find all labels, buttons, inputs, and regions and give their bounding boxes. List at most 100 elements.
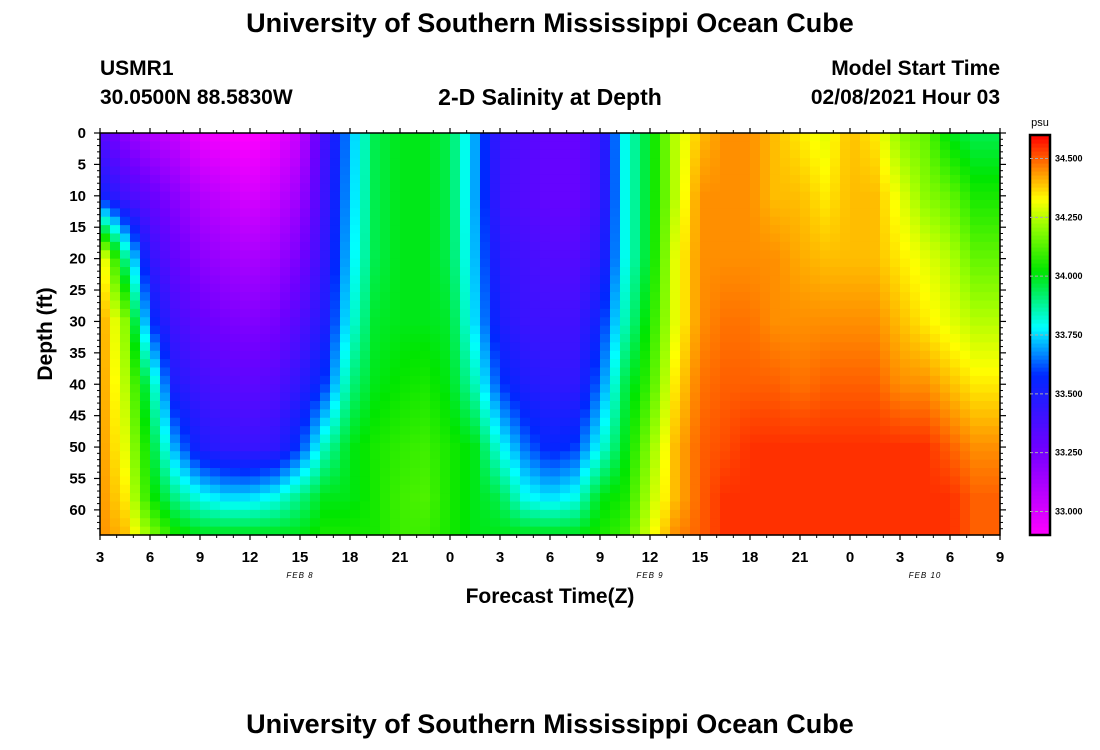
heatmap-cell: [750, 325, 761, 335]
heatmap-cell: [600, 191, 611, 201]
heatmap-cell: [570, 367, 581, 377]
heatmap-cell: [310, 258, 321, 268]
heatmap-cell: [140, 267, 151, 276]
heatmap-cell: [570, 258, 581, 268]
heatmap-cell: [450, 426, 461, 436]
colorbar-tick-label: 33.500: [1055, 389, 1083, 399]
heatmap-cell: [760, 200, 771, 209]
heatmap-cell: [530, 174, 541, 184]
page-title: University of Southern Mississippi Ocean…: [246, 8, 854, 38]
heatmap-cell: [710, 325, 721, 335]
heatmap-cell: [310, 283, 321, 293]
heatmap-cell: [170, 409, 181, 419]
heatmap-cell: [520, 334, 531, 343]
colorbar-swatch: [1030, 395, 1050, 400]
heatmap-cell: [880, 501, 891, 511]
heatmap-cell: [830, 308, 841, 318]
heatmap-cell: [530, 526, 541, 536]
heatmap-cell: [750, 459, 761, 469]
heatmap-cell: [590, 300, 601, 310]
colorbar-swatch: [1030, 207, 1050, 212]
colorbar-swatch: [1030, 363, 1050, 368]
heatmap-cell: [800, 317, 811, 327]
heatmap-cell: [930, 191, 941, 201]
heatmap-cell: [280, 392, 291, 402]
heatmap-cell: [320, 208, 331, 218]
heatmap-cell: [480, 367, 491, 377]
heatmap-cell: [820, 409, 831, 419]
heatmap-cell: [360, 300, 371, 310]
heatmap-cell: [530, 216, 541, 226]
heatmap-cell: [910, 241, 921, 251]
heatmap-cell: [640, 468, 651, 477]
heatmap-cell: [460, 526, 471, 536]
heatmap-cell: [440, 133, 451, 142]
heatmap-cell: [700, 200, 711, 209]
heatmap-cell: [380, 174, 391, 184]
heatmap-cell: [500, 283, 511, 293]
heatmap-cell: [690, 267, 701, 276]
heatmap-cell: [380, 275, 391, 285]
heatmap-cell: [940, 493, 951, 503]
heatmap-cell: [490, 350, 501, 360]
heatmap-cell: [200, 191, 211, 201]
heatmap-cell: [760, 325, 771, 335]
heatmap-cell: [110, 208, 121, 218]
heatmap-cell: [980, 334, 991, 343]
heatmap-cell: [670, 267, 681, 276]
heatmap-cell: [380, 451, 391, 461]
heatmap-cell: [790, 401, 801, 410]
heatmap-cell: [300, 392, 311, 402]
heatmap-cell: [630, 334, 641, 343]
heatmap-cell: [370, 191, 381, 201]
heatmap-cell: [130, 451, 141, 461]
heatmap-cell: [730, 325, 741, 335]
heatmap-cell: [170, 459, 181, 469]
heatmap-cell: [650, 283, 661, 293]
heatmap-cell: [660, 359, 671, 369]
colorbar-swatch: [1030, 303, 1050, 308]
heatmap-cell: [330, 300, 341, 310]
heatmap-cell: [250, 149, 261, 159]
heatmap-cell: [500, 292, 511, 302]
heatmap-cell: [120, 509, 131, 519]
heatmap-cell: [470, 476, 481, 486]
heatmap-cell: [190, 334, 201, 343]
heatmap-cell: [280, 426, 291, 436]
heatmap-cell: [330, 241, 341, 251]
heatmap-cell: [770, 417, 781, 427]
heatmap-cell: [890, 225, 901, 235]
colorbar-swatch: [1030, 471, 1050, 476]
heatmap-cell: [210, 225, 221, 235]
heatmap-cell: [150, 350, 161, 360]
heatmap-cell: [760, 241, 771, 251]
heatmap-cell: [620, 426, 631, 436]
heatmap-cell: [290, 292, 301, 302]
heatmap-cell: [950, 409, 961, 419]
heatmap-cell: [730, 350, 741, 360]
heatmap-cell: [230, 484, 241, 494]
heatmap-cell: [990, 200, 1001, 209]
heatmap-cell: [640, 191, 651, 201]
heatmap-cell: [280, 459, 291, 469]
heatmap-cell: [940, 200, 951, 209]
heatmap-cell: [710, 233, 721, 243]
heatmap-cell: [240, 392, 251, 402]
heatmap-cell: [220, 426, 231, 436]
heatmap-cell: [610, 149, 621, 159]
heatmap-cell: [130, 300, 141, 310]
heatmap-cell: [890, 258, 901, 268]
heatmap-cell: [570, 409, 581, 419]
heatmap-cell: [880, 409, 891, 419]
heatmap-cell: [100, 283, 111, 293]
heatmap-cell: [830, 300, 841, 310]
heatmap-cell: [780, 250, 791, 260]
heatmap-cell: [860, 166, 871, 176]
heatmap-cell: [750, 191, 761, 201]
heatmap-cell: [830, 149, 841, 159]
heatmap-cell: [350, 334, 361, 343]
heatmap-cell: [610, 174, 621, 184]
heatmap-cell: [840, 409, 851, 419]
heatmap-cell: [370, 401, 381, 410]
heatmap-cell: [990, 250, 1001, 260]
